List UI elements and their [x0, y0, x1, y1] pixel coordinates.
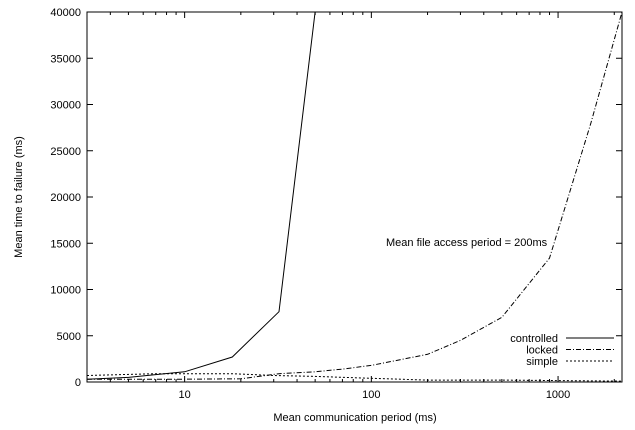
series-line-locked [87, 12, 622, 380]
y-tick-label: 10000 [50, 285, 81, 297]
y-tick-label: 35000 [50, 53, 81, 65]
plot-frame [86, 11, 623, 383]
y-axis-label: Mean time to failure (ms) [13, 136, 25, 258]
x-axis-label: Mean communication period (ms) [273, 412, 436, 424]
y-tick-label: 5000 [57, 331, 81, 343]
x-tick-label: 100 [362, 389, 380, 401]
y-tick-label: 25000 [50, 146, 81, 158]
legend-label-simple: simple [526, 356, 558, 368]
y-ticks: 0 5000 10000 15000 20000 25000 30000 35000 40000 [50, 7, 622, 389]
y-tick-label: 20000 [50, 192, 81, 204]
series-line-controlled [87, 12, 316, 380]
x-tick-label: 1000 [546, 389, 570, 401]
legend-label-controlled: controlled [510, 333, 558, 345]
y-tick-label: 30000 [50, 100, 81, 112]
annotation-text: Mean file access period = 200ms [386, 237, 548, 249]
y-tick-label: 15000 [50, 238, 81, 250]
series-line-simple [87, 373, 622, 382]
y-tick-label: 0 [75, 377, 81, 389]
legend-label-locked: locked [526, 345, 558, 357]
x-ticks: 10 100 1000 [86, 12, 615, 401]
y-tick-label: 40000 [50, 7, 81, 19]
x-tick-label: 10 [179, 389, 191, 401]
series-group [87, 12, 622, 382]
